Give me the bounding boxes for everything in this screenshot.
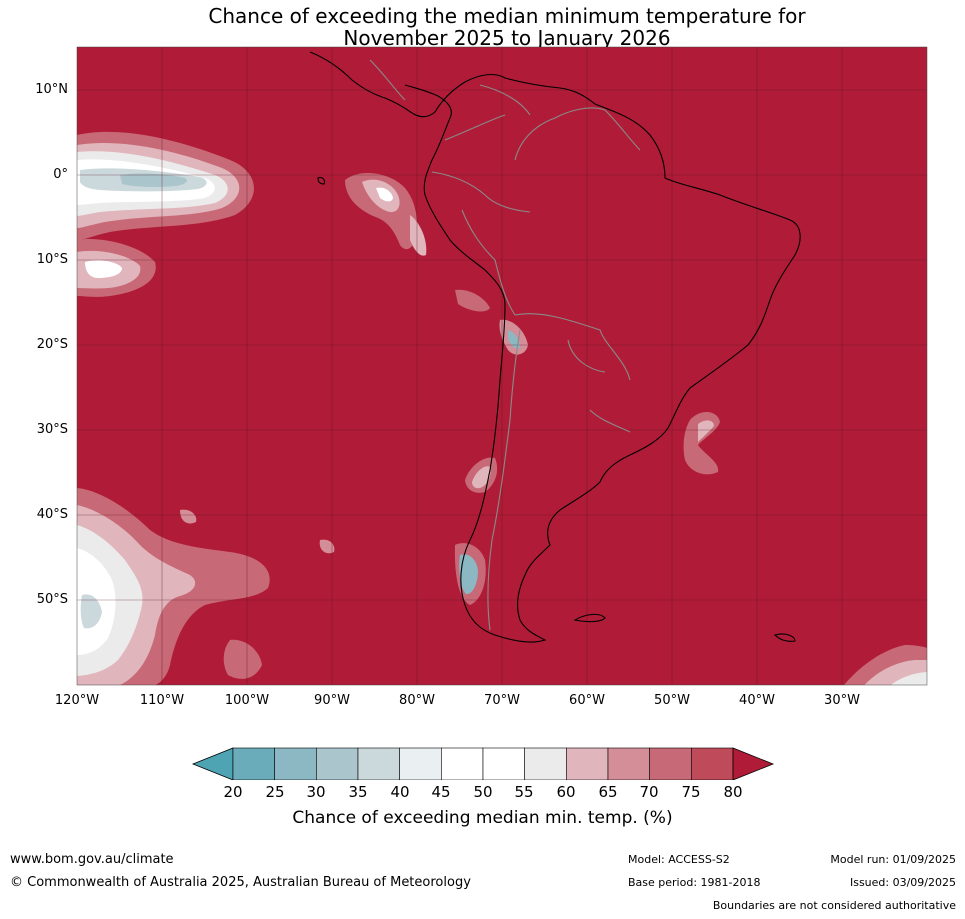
colorbar-tick-65: 65: [598, 783, 618, 801]
colorbar: [191, 747, 775, 780]
map-frame: [76, 46, 928, 686]
lon-label-60w: 60°W: [569, 693, 605, 708]
lon-label-90w: 90°W: [314, 693, 350, 708]
footer-base-period: Base period: 1981-2018: [628, 876, 761, 889]
lon-label-70w: 70°W: [484, 693, 520, 708]
footer-model: Model: ACCESS-S2: [628, 853, 730, 866]
colorbar-segment: [232, 747, 275, 780]
colorbar-segment: [482, 747, 525, 780]
colorbar-segment: [357, 747, 400, 780]
footer-issued: Issued: 03/09/2025: [849, 876, 956, 889]
chile-anomaly: [454, 457, 498, 605]
lon-label-120w: 120°W: [54, 693, 100, 708]
colorbar-segment: [566, 747, 609, 780]
colorbar-segment: [399, 747, 442, 780]
pacific-equatorial-anomaly: [77, 131, 254, 297]
colorbar-tick-45: 45: [431, 783, 451, 801]
lat-label-20s: 20°S: [36, 337, 68, 352]
colorbar-tick-30: 30: [306, 783, 326, 801]
lon-label-50w: 50°W: [654, 693, 690, 708]
coastlines: [309, 51, 801, 643]
colorbar-extension-low: [191, 747, 234, 780]
map-title-line-1: Chance of exceeding the median minimum t…: [208, 4, 806, 28]
south-atlantic-corner-anomaly: [844, 645, 927, 685]
lat-label-0: 0°: [53, 167, 68, 182]
colorbar-tick-55: 55: [514, 783, 534, 801]
lat-label-50s: 50°S: [36, 592, 68, 607]
atlantic-anomaly: [683, 411, 720, 475]
lat-label-10s: 10°S: [36, 252, 68, 267]
colorbar-segment: [316, 747, 359, 780]
lon-label-80w: 80°W: [399, 693, 435, 708]
colorbar-segment: [607, 747, 650, 780]
colorbar-tick-75: 75: [681, 783, 701, 801]
gridlines: [77, 47, 927, 685]
lat-label-10n: 10°N: [35, 82, 68, 97]
colorbar-tick-40: 40: [390, 783, 410, 801]
coastal-peru-anomaly: [345, 173, 528, 355]
southeast-pacific-anomaly: [77, 488, 335, 685]
colorbar-segment: [524, 747, 567, 780]
colorbar-segment: [441, 747, 484, 780]
country-borders: [369, 59, 641, 631]
forecast-map: [76, 46, 928, 780]
footer-copyright: © Commonwealth of Australia 2025, Austra…: [10, 875, 471, 890]
lon-label-30w: 30°W: [824, 693, 860, 708]
map-title-line-2: November 2025 to January 2026: [343, 26, 671, 50]
colorbar-segment: [274, 747, 317, 780]
lat-label-40s: 40°S: [36, 507, 68, 522]
colorbar-extension-high: [732, 747, 775, 780]
lat-label-30s: 30°S: [36, 422, 68, 437]
lon-label-100w: 100°W: [224, 693, 270, 708]
colorbar-label: Chance of exceeding median min. temp. (%…: [292, 808, 673, 828]
colorbar-tick-70: 70: [639, 783, 659, 801]
footer-model-run: Model run: 01/09/2025: [830, 853, 956, 866]
colorbar-tick-20: 20: [223, 783, 243, 801]
colorbar-tick-35: 35: [348, 783, 368, 801]
colorbar-tick-80: 80: [723, 783, 743, 801]
colorbar-segment: [649, 747, 692, 780]
footer-url: www.bom.gov.au/climate: [10, 852, 174, 867]
footer-boundaries-note: Boundaries are not considered authoritat…: [712, 899, 956, 912]
colorbar-segment: [691, 747, 734, 780]
colorbar-tick-25: 25: [265, 783, 285, 801]
lon-label-40w: 40°W: [739, 693, 775, 708]
lon-label-110w: 110°W: [139, 693, 185, 708]
colorbar-tick-60: 60: [556, 783, 576, 801]
colorbar-tick-50: 50: [473, 783, 493, 801]
